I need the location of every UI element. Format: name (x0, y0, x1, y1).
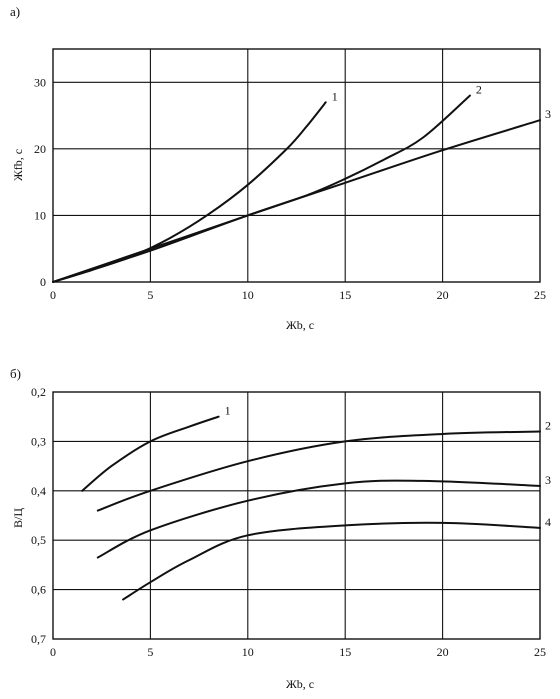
series-3-line (52, 119, 541, 283)
series-2-label: 2 (476, 83, 482, 97)
y-tick-label: 0,4 (31, 484, 46, 498)
panel-b-frame (52, 391, 541, 640)
x-tick-label: 0 (50, 288, 56, 302)
series-3-line (96, 479, 541, 559)
x-tick-label: 15 (339, 288, 351, 302)
x-tick-label: 10 (242, 288, 254, 302)
series-4-line (122, 521, 541, 601)
panel-a-xlabel: Жb, c (286, 318, 314, 332)
x-tick-label: 10 (242, 645, 254, 659)
x-tick-label: 0 (50, 645, 56, 659)
panel-b-label: б) (10, 366, 21, 381)
panel-a-ylabel: Жfb, c (11, 149, 25, 181)
series-1-line (52, 101, 327, 283)
x-tick-label: 20 (437, 645, 449, 659)
series-1-label: 1 (225, 404, 231, 418)
series-4-label: 4 (545, 515, 551, 529)
panel-b-ylabel: В/Ц (11, 508, 25, 528)
series-3-label: 3 (545, 107, 551, 121)
y-tick-label: 0,5 (31, 533, 46, 547)
y-tick-label: 30 (34, 75, 46, 89)
x-tick-label: 5 (147, 288, 153, 302)
y-tick-label: 0,7 (31, 632, 46, 646)
y-tick-label: 0,2 (31, 385, 46, 399)
panel-a: а) 0 5 10 15 20 25 0 10 20 30 1 2 3 Жb, c Жfb, c (10, 4, 551, 332)
series-1-line (81, 415, 220, 492)
panel-b-xlabel: Жb, c (286, 677, 314, 691)
y-tick-label: 0,3 (31, 434, 46, 448)
x-tick-label: 25 (534, 288, 546, 302)
y-tick-label: 10 (34, 208, 46, 222)
x-tick-label: 25 (534, 645, 546, 659)
series-1-label: 1 (332, 89, 338, 103)
series-2-line (52, 94, 471, 283)
series-3-label: 3 (545, 473, 551, 487)
x-tick-label: 5 (147, 645, 153, 659)
x-tick-label: 15 (339, 645, 351, 659)
series-2-line (96, 430, 541, 512)
x-tick-label: 20 (437, 288, 449, 302)
panel-b: б) 0 5 10 15 20 25 0,2 0,3 0,4 0,5 0,6 0,7 1 2 3 4 Жb,… (10, 366, 551, 691)
y-tick-label: 20 (34, 142, 46, 156)
y-tick-label: 0,6 (31, 583, 46, 597)
y-tick-label: 0 (40, 275, 46, 289)
panel-a-frame (52, 48, 541, 283)
panel-a-label: а) (10, 4, 20, 19)
series-2-label: 2 (545, 419, 551, 433)
